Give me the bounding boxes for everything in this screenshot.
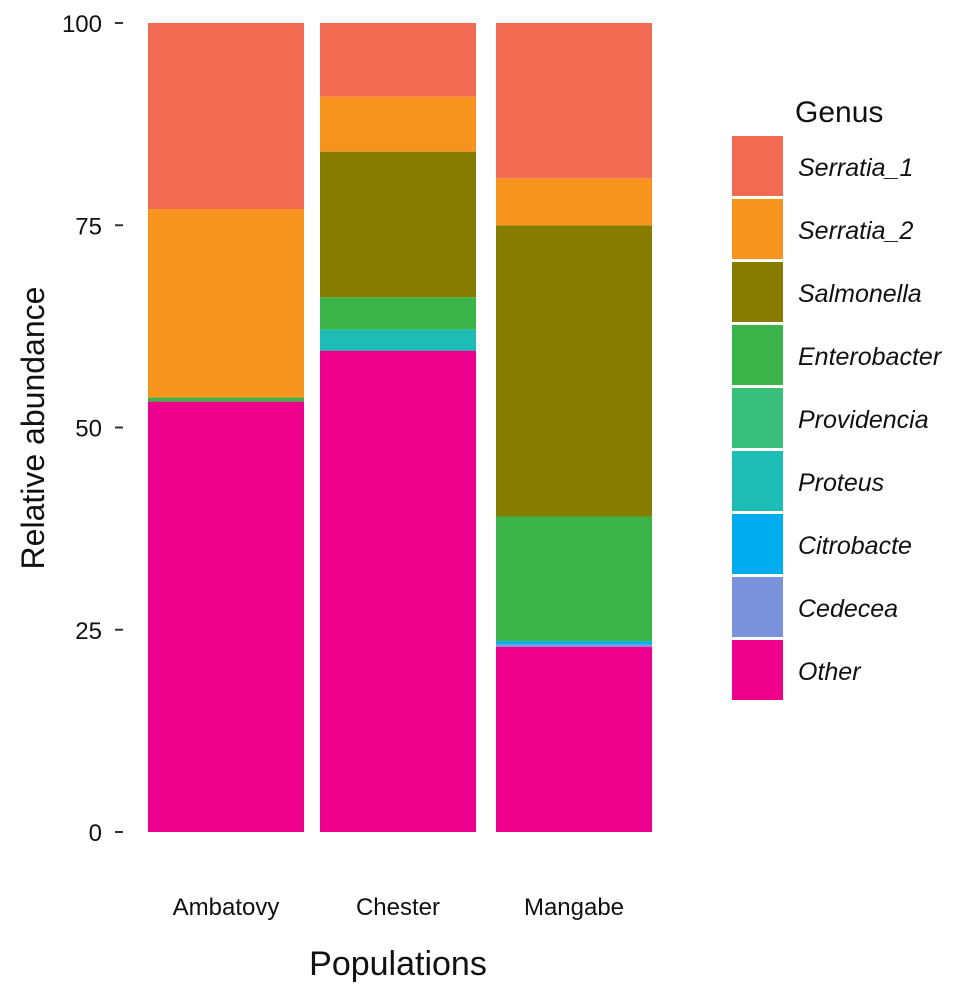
bar-segment bbox=[148, 397, 304, 402]
bar-segment bbox=[496, 641, 652, 645]
legend-label: Citrobacte bbox=[798, 532, 912, 560]
bar-segment bbox=[148, 209, 304, 398]
y-axis: 0 25 50 75 100 bbox=[62, 11, 123, 847]
legend-label: Serratia_1 bbox=[798, 154, 913, 182]
y-tick-label: 25 bbox=[75, 618, 102, 645]
bar-segment bbox=[148, 401, 304, 832]
legend: Genus Serratia_1 Serratia_2 Salmonella Ente… bbox=[732, 96, 943, 700]
legend-swatch bbox=[732, 325, 783, 385]
bar-segment bbox=[320, 350, 476, 832]
bar-segment bbox=[496, 23, 652, 179]
legend-swatch bbox=[732, 262, 783, 322]
legend-swatch bbox=[732, 577, 783, 637]
legend-swatch bbox=[732, 640, 783, 700]
legend-label: Cedecea bbox=[798, 595, 898, 623]
bar-segment bbox=[496, 178, 652, 226]
legend-swatch bbox=[732, 136, 783, 196]
x-axis-title: Populations bbox=[309, 945, 487, 983]
x-tick-label: Ambatovy bbox=[173, 894, 280, 921]
bar-segment bbox=[148, 23, 304, 210]
bar-segment bbox=[496, 644, 652, 647]
y-tick-label: 100 bbox=[62, 11, 102, 38]
bar-segment bbox=[320, 96, 476, 152]
y-tick-label: 75 bbox=[75, 213, 102, 240]
legend-swatch bbox=[732, 199, 783, 259]
legend-label: Providencia bbox=[798, 406, 929, 434]
legend-label: Other bbox=[798, 658, 862, 686]
legend-title: Genus bbox=[795, 96, 883, 129]
bar-segment bbox=[320, 23, 476, 97]
legend-label: Proteus bbox=[798, 469, 884, 497]
legend-swatch bbox=[732, 514, 783, 574]
bar-segment bbox=[496, 225, 652, 517]
bar-segment bbox=[496, 646, 652, 832]
x-axis: Ambatovy Chester Mangabe bbox=[173, 894, 624, 921]
bar-segment bbox=[320, 151, 476, 298]
legend-label: Serratia_2 bbox=[798, 217, 913, 245]
legend-label: Enterobacter bbox=[798, 343, 943, 371]
x-tick-label: Chester bbox=[356, 894, 440, 921]
bar-segment bbox=[320, 297, 476, 330]
y-tick-label: 0 bbox=[89, 820, 102, 847]
y-axis-title: Relative abundance bbox=[15, 287, 51, 570]
bars bbox=[148, 23, 652, 832]
legend-swatch bbox=[732, 388, 783, 448]
bar-segment bbox=[320, 329, 476, 351]
y-tick-label: 50 bbox=[75, 416, 102, 443]
legend-label: Salmonella bbox=[798, 280, 922, 308]
legend-swatch bbox=[732, 451, 783, 511]
x-tick-label: Mangabe bbox=[524, 894, 624, 921]
bar-segment bbox=[496, 516, 652, 642]
